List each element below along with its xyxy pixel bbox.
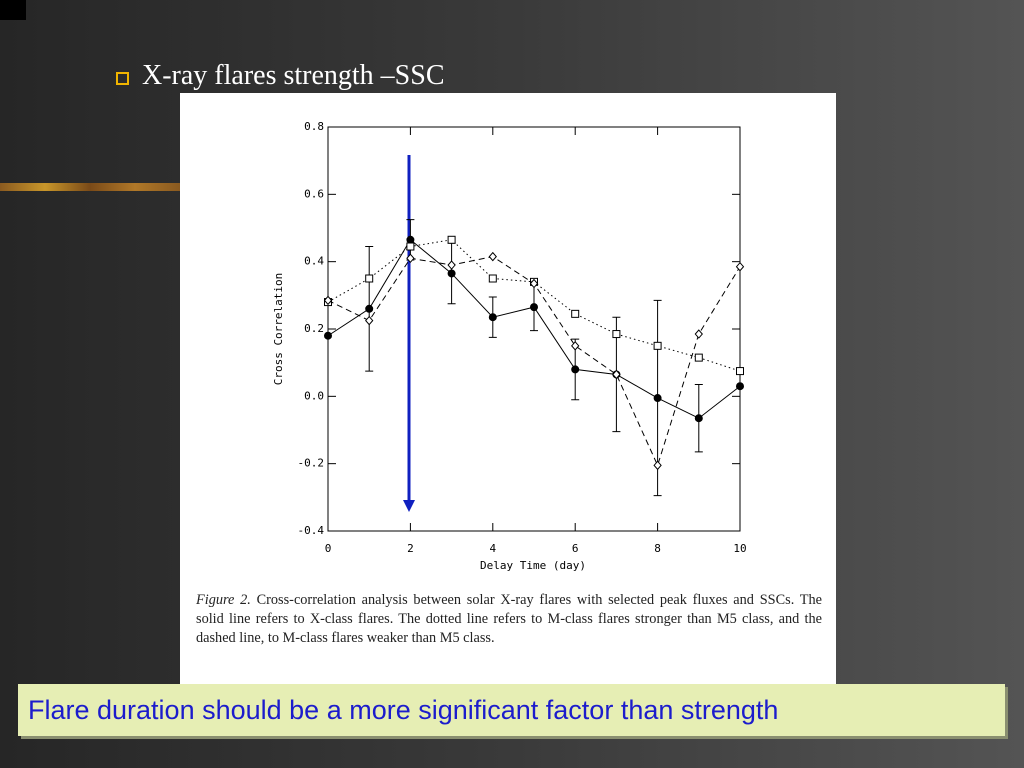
caption-label: Figure 2.: [196, 592, 251, 608]
y-tick-label: -0.2: [298, 457, 325, 470]
point: [323, 295, 333, 306]
callout: Flare duration should be a more signific…: [18, 684, 1005, 736]
y-tick-label: 0.6: [304, 187, 324, 200]
point: [694, 414, 703, 423]
point: [488, 313, 497, 322]
point: [406, 253, 415, 264]
caption-text: Cross-correlation analysis between solar…: [196, 592, 822, 646]
point: [694, 353, 703, 362]
point: [365, 304, 374, 313]
x-tick-label: 10: [733, 542, 746, 555]
point: [736, 367, 744, 376]
y-tick-label: 0.4: [304, 255, 324, 268]
point: [736, 382, 744, 391]
annotation-arrow-head: [403, 500, 415, 512]
y-tick-label: 0.0: [304, 389, 324, 402]
point: [571, 309, 580, 318]
point: [365, 274, 374, 283]
point: [488, 274, 497, 283]
point: [735, 261, 745, 272]
point: [694, 329, 703, 339]
point: [365, 315, 374, 326]
point: [406, 235, 415, 244]
point: [447, 260, 456, 270]
point: [653, 460, 662, 471]
point: [653, 341, 662, 350]
decor-stripe: [0, 183, 180, 191]
corner-block: [0, 0, 26, 20]
bullet: [116, 72, 129, 85]
y-tick-label: 0.8: [304, 120, 324, 133]
point: [488, 251, 497, 262]
x-tick-label: 2: [407, 542, 414, 555]
point: [612, 330, 621, 339]
point: [447, 235, 456, 244]
point: [447, 269, 456, 278]
point: [612, 369, 621, 380]
x-tick-label: 0: [325, 542, 332, 555]
point: [406, 242, 415, 251]
point: [530, 303, 538, 312]
y-tick-label: -0.4: [298, 524, 325, 537]
point: [653, 394, 662, 403]
figure-panel: [180, 93, 836, 685]
point: [529, 278, 539, 289]
x-axis-title: Delay Time (day): [480, 559, 586, 572]
point: [324, 331, 332, 340]
y-tick-label: 0.2: [304, 322, 324, 335]
point: [571, 341, 580, 351]
y-axis-title: Cross Correlation: [272, 273, 285, 386]
point: [571, 365, 580, 374]
x-tick-label: 6: [572, 542, 579, 555]
slide-title: X-ray flares strength –SSC: [142, 60, 445, 91]
figure-caption: Figure 2. Cross-correlation analysis bet…: [196, 591, 822, 648]
x-tick-label: 8: [654, 542, 661, 555]
x-tick-label: 4: [489, 542, 496, 555]
